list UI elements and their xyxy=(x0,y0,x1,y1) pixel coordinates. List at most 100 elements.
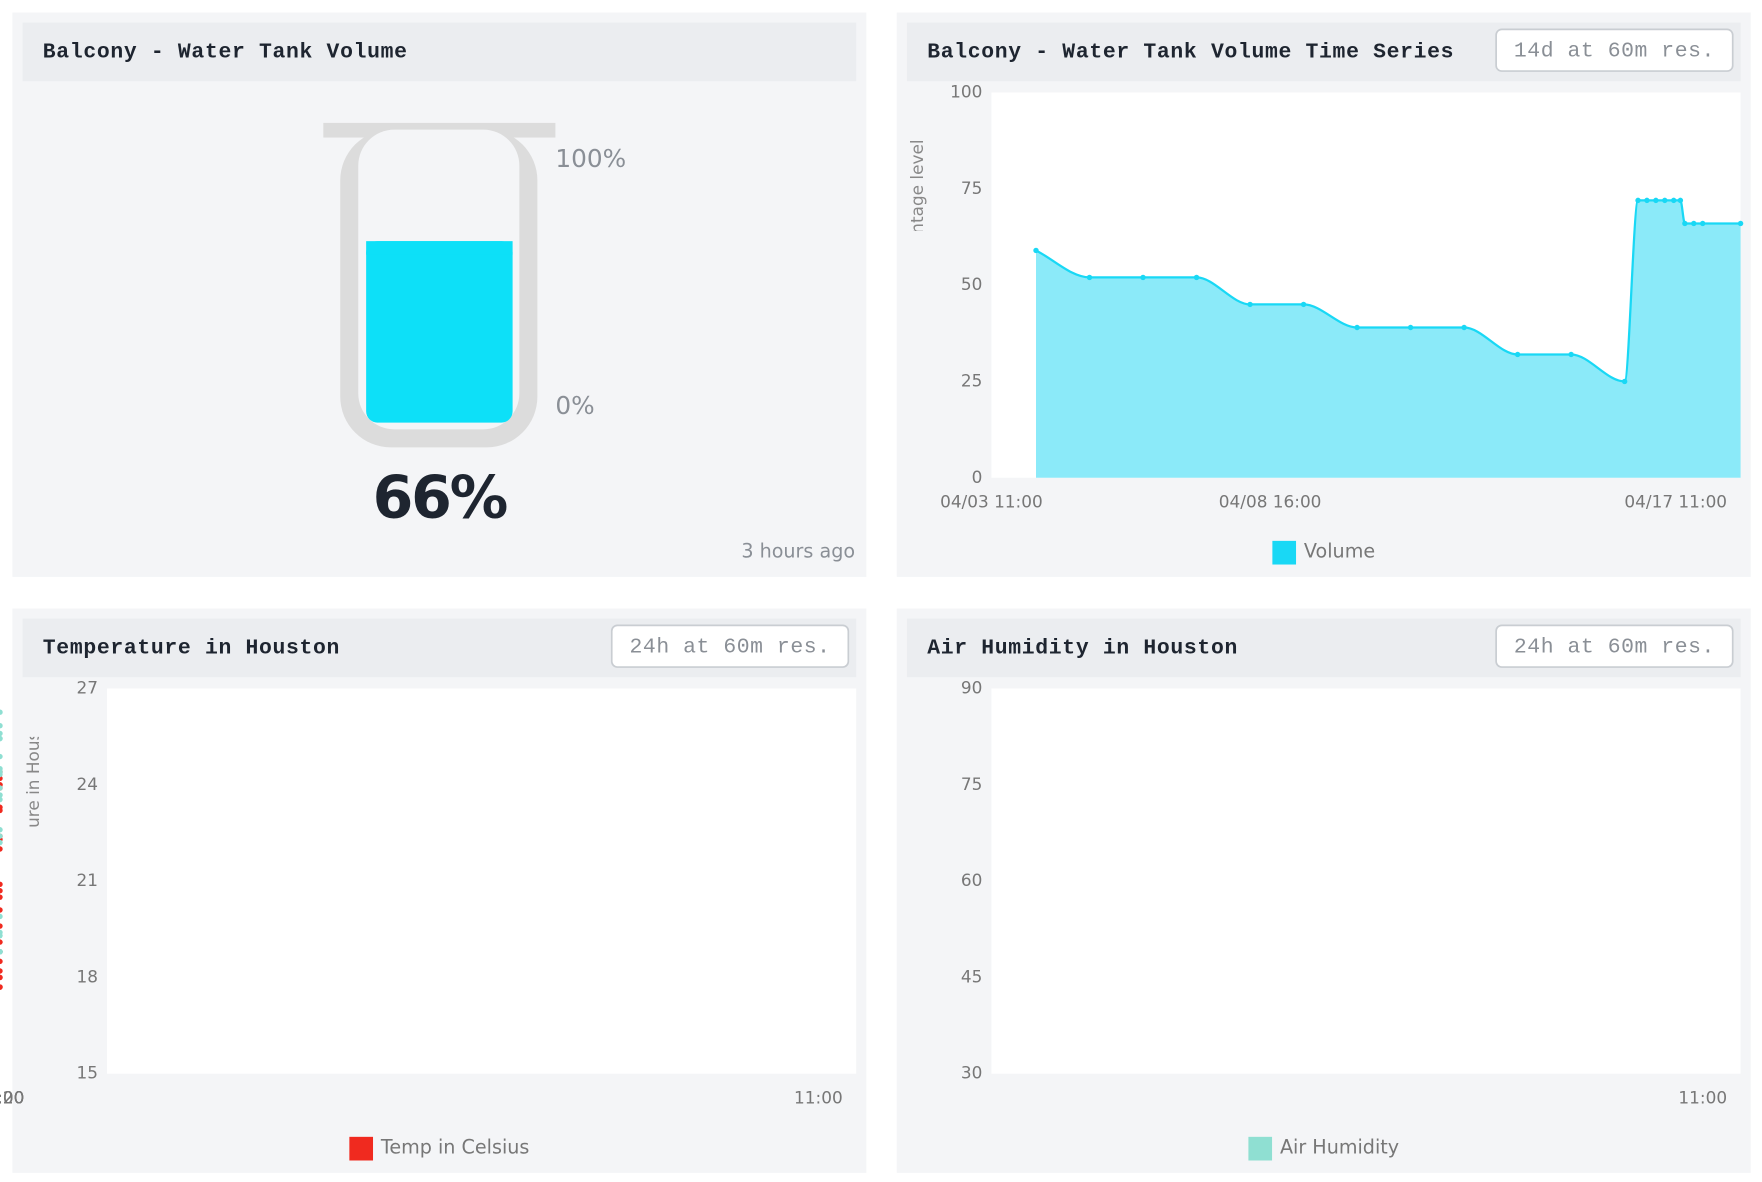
y-tick-label: 45 xyxy=(961,966,982,986)
legend-label: Volume xyxy=(1304,540,1375,563)
data-point xyxy=(1699,220,1706,227)
panel-group: Balcony - Water Tank Volume 100% 0% 66% 3 ho… xyxy=(12,12,867,577)
x-tick-label: 19:20 xyxy=(0,1088,24,1108)
resolution-badge-text: 24h at 60m res. xyxy=(630,635,831,659)
plot-area xyxy=(991,688,1741,1074)
data-point xyxy=(0,888,3,894)
data-point xyxy=(1568,351,1574,358)
resolution-badge[interactable] xyxy=(1495,624,1734,668)
series-line xyxy=(1035,199,1741,383)
panel-title: Temperature in Houston xyxy=(43,637,340,661)
y-tick-label: 75 xyxy=(961,774,982,794)
x-tick-label: 04/03 11:00 xyxy=(940,492,1043,512)
data-point xyxy=(1193,274,1200,281)
x-tick-label: 11:00 xyxy=(1678,1088,1727,1108)
data-point xyxy=(1514,351,1521,358)
panel-group: Air Humidity in Houston 24h at 60m res. 30… xyxy=(0,608,1751,1173)
data-point xyxy=(0,730,3,737)
panel-header xyxy=(22,22,857,82)
y-axis-title: Percentage level xyxy=(907,139,927,279)
data-point xyxy=(0,722,3,729)
updated-time: 3 hours ago xyxy=(741,540,855,563)
data-point xyxy=(0,771,3,778)
y-tick-label: 75 xyxy=(961,178,982,198)
data-point xyxy=(1682,220,1688,227)
data-point xyxy=(0,735,3,742)
data-point xyxy=(0,766,3,772)
legend-label: Air Humidity xyxy=(1280,1136,1399,1159)
data-point xyxy=(0,709,3,715)
data-point xyxy=(1407,324,1414,331)
y-tick-label: 27 xyxy=(77,677,98,697)
y-tick-label: 50 xyxy=(961,274,982,294)
y-tick-label: 18 xyxy=(77,966,98,986)
data-point xyxy=(0,958,3,965)
data-point xyxy=(1354,324,1360,331)
legend-label: Temp in Celsius xyxy=(380,1136,530,1159)
data-point xyxy=(0,796,3,803)
data-point xyxy=(0,881,3,888)
data-point xyxy=(0,968,3,974)
data-point xyxy=(1670,197,1677,204)
y-tick-label: 60 xyxy=(961,870,982,890)
data-point xyxy=(1635,197,1641,204)
tank-level-top xyxy=(366,241,513,255)
data-point xyxy=(1662,197,1668,204)
data-point xyxy=(1300,301,1307,308)
data-point xyxy=(0,907,3,913)
y-axis-title: Temperature in Houston xyxy=(23,704,43,908)
data-point xyxy=(0,753,3,760)
plot-area xyxy=(107,688,857,1074)
data-point xyxy=(0,913,3,920)
legend-swatch xyxy=(1248,1136,1273,1161)
x-tick-label: 11:00 xyxy=(0,1088,24,1108)
data-point xyxy=(0,923,3,929)
panel-group: Balcony - Water Tank Volume Time Series 1… xyxy=(896,12,1751,577)
data-point xyxy=(1033,247,1039,254)
gauge-value: 66% xyxy=(373,464,507,532)
resolution-badge[interactable] xyxy=(610,624,850,668)
x-tick-label: 04/08 16:00 xyxy=(1219,492,1322,512)
y-tick-label: 15 xyxy=(77,1063,98,1083)
gauge-tick-label: 100% xyxy=(555,144,626,173)
area-fill xyxy=(1036,200,1741,478)
data-point xyxy=(1653,197,1659,204)
panel-title: Balcony - Water Tank Volume xyxy=(43,41,408,65)
y-tick-label: 30 xyxy=(961,1063,982,1083)
data-point xyxy=(0,939,3,945)
legend-swatch xyxy=(1272,540,1297,565)
gauge-tick-label: 0% xyxy=(555,391,594,420)
data-point xyxy=(1086,274,1093,281)
panel-group: Temperature in Houston 24h at 60m res. 15 1… xyxy=(0,608,867,1173)
x-tick-label: 19:20 xyxy=(0,1088,24,1108)
data-point xyxy=(0,807,3,814)
y-tick-label: 25 xyxy=(961,370,982,390)
data-point xyxy=(0,827,3,833)
resolution-badge-text: 24h at 60m res. xyxy=(1514,635,1715,659)
data-point xyxy=(0,833,3,839)
panel-title: Air Humidity in Houston xyxy=(927,637,1238,661)
data-point xyxy=(1247,301,1253,308)
tank-level xyxy=(366,241,513,423)
data-point xyxy=(1737,220,1744,227)
resolution-badge[interactable] xyxy=(1495,28,1734,72)
y-tick-label: 100 xyxy=(950,81,982,101)
resolution-badge-text: 14d at 60m res. xyxy=(1514,39,1715,63)
data-point xyxy=(0,846,3,852)
x-tick-label: 11:00 xyxy=(0,1088,24,1108)
x-tick-label: 11:00 xyxy=(794,1088,843,1108)
panel-title: Balcony - Water Tank Volume Time Series xyxy=(927,41,1454,65)
data-point xyxy=(0,974,3,981)
x-tick-label: 04/17 11:00 xyxy=(1624,492,1727,512)
data-point xyxy=(1644,197,1650,204)
y-tick-label: 90 xyxy=(961,677,982,697)
y-tick-label: 0 xyxy=(972,467,983,487)
data-point xyxy=(1461,324,1467,331)
data-point xyxy=(0,785,3,791)
data-point xyxy=(0,839,3,846)
data-point xyxy=(1691,220,1697,227)
data-point xyxy=(0,949,3,955)
y-tick-label: 24 xyxy=(77,774,98,794)
data-point xyxy=(0,792,3,798)
